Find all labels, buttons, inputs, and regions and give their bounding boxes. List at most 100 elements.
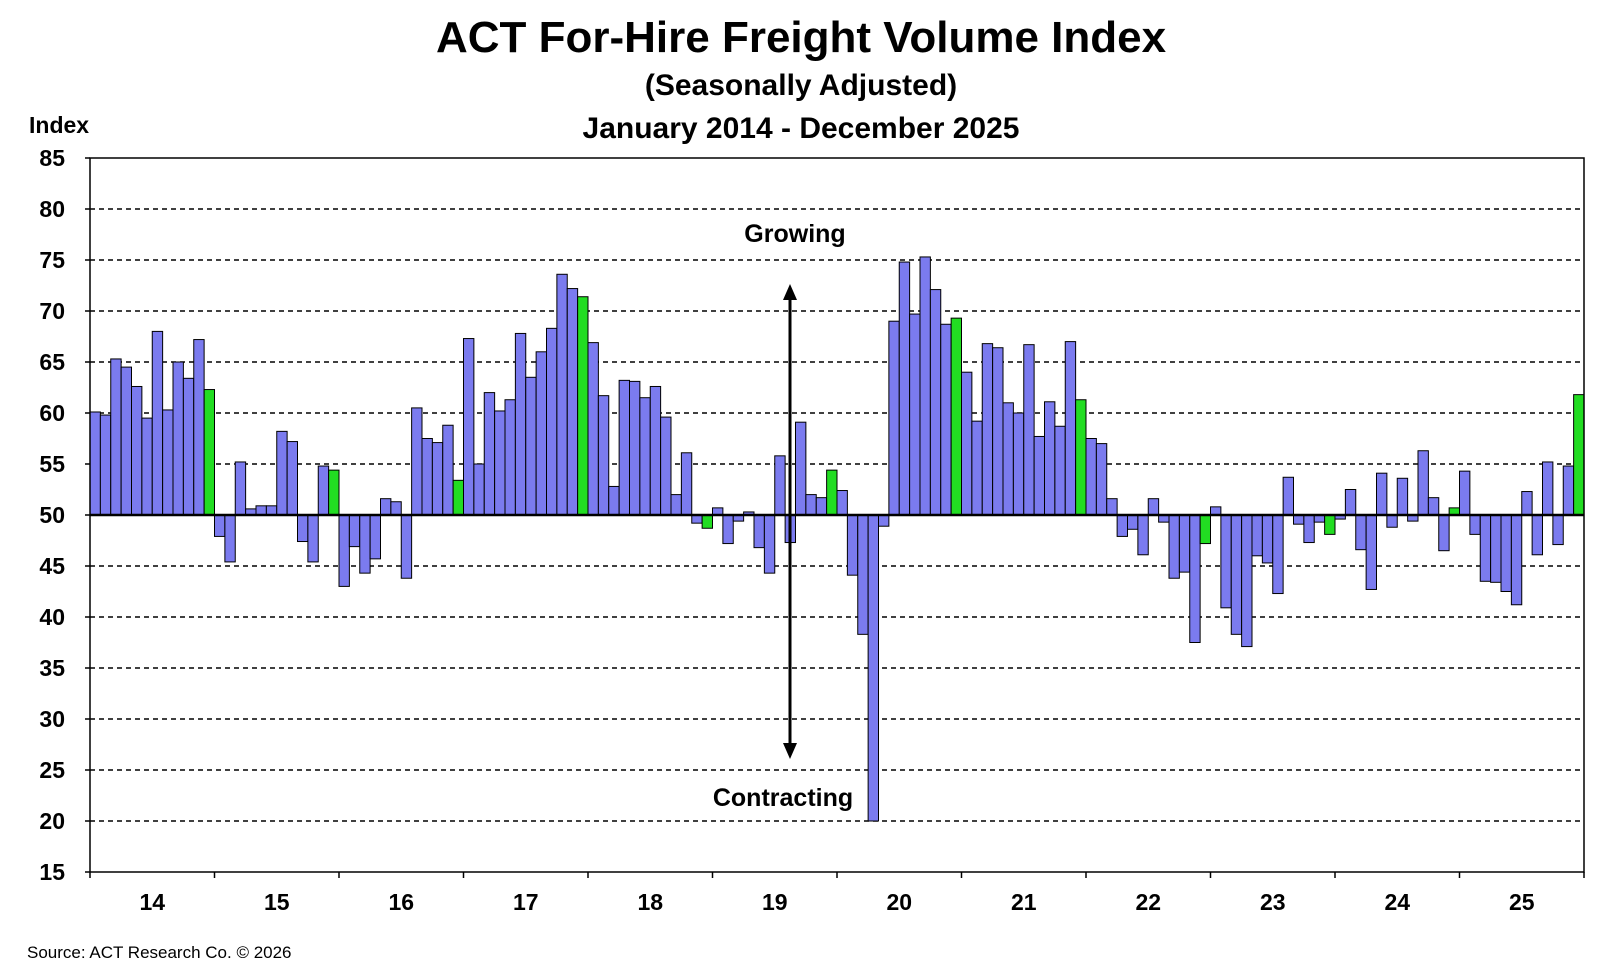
- bar: [1573, 394, 1585, 516]
- bar: [597, 395, 610, 516]
- bar: [1303, 514, 1315, 544]
- bar: [203, 389, 215, 516]
- axes: [85, 157, 1585, 878]
- bar: [805, 494, 817, 516]
- bar: [1230, 514, 1243, 635]
- bar: [878, 514, 890, 527]
- bar: [1241, 514, 1253, 648]
- bar: [1012, 412, 1025, 516]
- y-tick-label: 65: [39, 349, 65, 375]
- bar: [1261, 514, 1274, 564]
- bar: [89, 411, 101, 516]
- bar: [867, 514, 879, 822]
- y-tick-label: 40: [39, 604, 65, 630]
- y-tick-label: 30: [39, 706, 65, 732]
- bar: [400, 514, 413, 579]
- bar: [110, 358, 122, 516]
- contracting-label: Contracting: [713, 784, 853, 812]
- bar: [1095, 443, 1108, 516]
- bar: [328, 469, 340, 516]
- bars: [89, 256, 1585, 822]
- bar: [452, 479, 464, 516]
- bar: [99, 414, 112, 516]
- bar: [1469, 514, 1481, 535]
- bar: [1531, 514, 1543, 556]
- bar: [442, 424, 454, 516]
- bar: [473, 463, 485, 516]
- bar: [857, 514, 869, 635]
- bar: [753, 514, 765, 549]
- arrow-down-icon: [783, 743, 797, 759]
- bar: [1106, 498, 1118, 516]
- bar: [369, 514, 381, 560]
- bar: [193, 339, 205, 516]
- x-tick-label: 20: [886, 889, 912, 915]
- bar: [680, 452, 693, 516]
- chart-date-range: January 2014 - December 2025: [583, 112, 1020, 145]
- bar: [421, 438, 433, 516]
- bar: [411, 407, 423, 516]
- bar: [826, 469, 838, 516]
- y-tick-labels: 15 20 25 30 35 40 45 50 55 60 65 70 75 80 85: [39, 145, 65, 885]
- bar: [1293, 514, 1305, 525]
- bar: [214, 514, 226, 537]
- bar: [1324, 514, 1336, 535]
- bar: [286, 441, 298, 516]
- x-tick-label: 16: [388, 889, 414, 915]
- bar: [1438, 514, 1450, 552]
- bar: [141, 417, 153, 516]
- bar: [1490, 514, 1502, 583]
- bar: [1386, 514, 1398, 528]
- bar: [1085, 438, 1097, 516]
- x-tick-label: 19: [762, 889, 788, 915]
- bar: [587, 342, 599, 516]
- y-tick-label: 25: [39, 757, 65, 783]
- bar: [525, 376, 537, 516]
- bar: [483, 392, 496, 516]
- y-tick-label: 20: [39, 808, 65, 834]
- bar: [1075, 399, 1087, 516]
- bar: [1500, 514, 1512, 592]
- bar: [1054, 425, 1066, 516]
- bar: [608, 485, 620, 516]
- bar: [1365, 514, 1377, 590]
- bar: [1168, 514, 1180, 579]
- bar: [182, 377, 195, 516]
- bar: [1033, 435, 1045, 516]
- y-axis-label: Index: [29, 112, 89, 138]
- bar: [1479, 514, 1492, 582]
- bar: [1137, 514, 1149, 556]
- x-tick-label: 17: [513, 889, 539, 915]
- y-tick-label: 55: [39, 451, 65, 477]
- bar: [172, 361, 184, 516]
- y-tick-label: 50: [39, 502, 65, 528]
- bar: [660, 416, 672, 516]
- bar: [981, 343, 994, 516]
- bar: [546, 327, 558, 516]
- bar: [390, 501, 402, 516]
- bar: [1417, 450, 1429, 516]
- bar: [234, 461, 247, 516]
- bar: [649, 385, 662, 516]
- bar: [307, 514, 319, 563]
- bar: [846, 514, 859, 576]
- bar: [1542, 461, 1554, 516]
- bar: [265, 505, 278, 516]
- bar: [577, 296, 589, 516]
- x-tick-label: 15: [264, 889, 290, 915]
- bar: [1064, 341, 1077, 516]
- x-tick-label: 25: [1509, 889, 1535, 915]
- bar: [120, 366, 132, 516]
- y-tick-label: 15: [39, 859, 65, 885]
- y-tick-label: 85: [39, 145, 65, 171]
- bar: [629, 380, 641, 516]
- x-tick-label: 23: [1260, 889, 1286, 915]
- y-tick-label: 75: [39, 247, 65, 273]
- y-tick-label: 35: [39, 655, 65, 681]
- bar: [971, 420, 983, 516]
- bar: [701, 514, 713, 529]
- bar: [1459, 470, 1471, 516]
- bar: [795, 421, 807, 516]
- bar: [463, 338, 475, 516]
- x-tick-label: 24: [1384, 889, 1410, 915]
